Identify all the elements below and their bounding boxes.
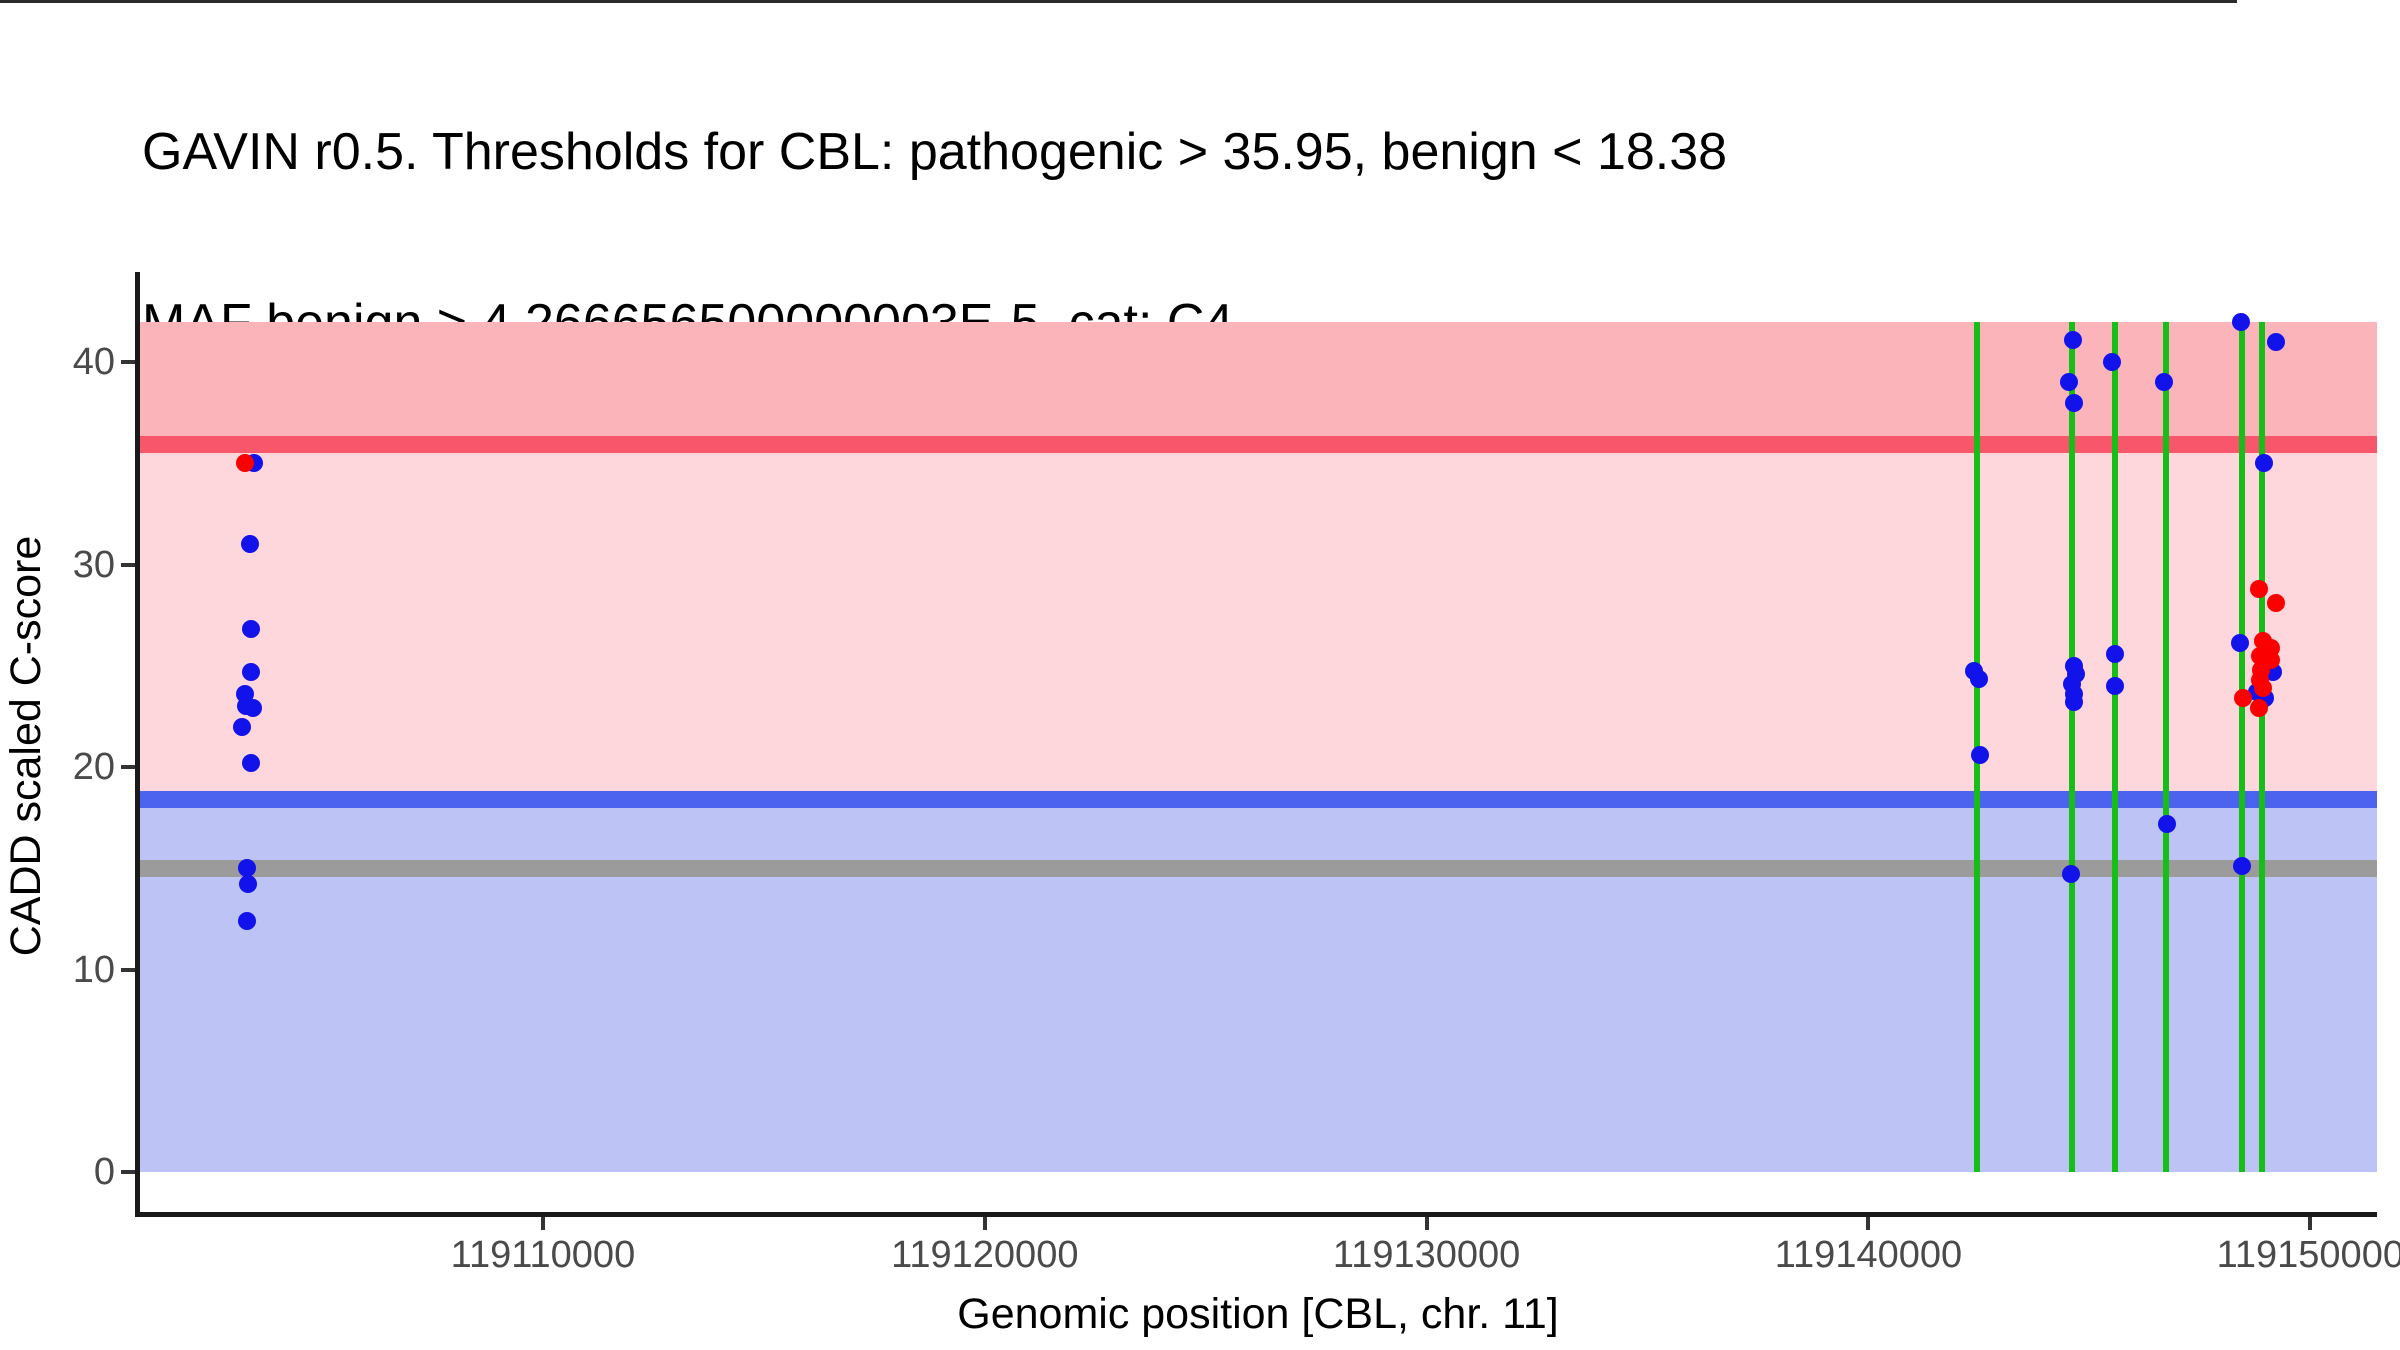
x-axis-title: Genomic position [CBL, chr. 11] bbox=[957, 1290, 1559, 1338]
gnomad-variant-point bbox=[1970, 669, 1989, 688]
gnomad-variant-point bbox=[241, 620, 260, 639]
refseq-exon-line bbox=[2069, 321, 2076, 1172]
clinvar-variant-point bbox=[2250, 579, 2269, 598]
y-axis-tick bbox=[121, 360, 135, 364]
y-tick-label: 10 bbox=[72, 948, 115, 991]
gnomad-variant-point bbox=[2267, 332, 2286, 351]
x-axis-tick bbox=[2308, 1217, 2313, 1230]
clinvar-variant-point bbox=[2250, 699, 2269, 718]
gnomad-variant-point bbox=[2064, 330, 2083, 349]
y-axis-title: CADD scaled C-score bbox=[2, 535, 50, 957]
gnomad-variant-point bbox=[2106, 677, 2125, 695]
gnomad-variant-point bbox=[237, 911, 256, 930]
gnomad-variant-point bbox=[243, 699, 262, 718]
y-tick-label: 0 bbox=[93, 1151, 115, 1193]
y-axis-tick bbox=[121, 967, 135, 972]
gnomad-variant-point bbox=[237, 859, 256, 878]
y-tick-label: 40 bbox=[72, 341, 115, 383]
benign-zone-lower-band bbox=[140, 876, 2377, 1172]
y-axis-tick bbox=[121, 765, 135, 769]
gnomad-variant-point bbox=[2232, 312, 2251, 331]
gnomad-variant-point bbox=[239, 875, 258, 894]
gnomad-variant-point bbox=[2255, 454, 2274, 473]
pathogenic-threshold-line-band bbox=[140, 435, 2377, 453]
refseq-exon-line bbox=[2239, 321, 2246, 1172]
gnomad-variant-point bbox=[1971, 745, 1989, 764]
y-tick-label: 30 bbox=[72, 543, 115, 586]
vous-zone-band bbox=[140, 452, 2377, 792]
x-axis-tick bbox=[1424, 1217, 1429, 1230]
x-tick-label: 119130000 bbox=[1332, 1234, 1521, 1276]
gnomad-variant-point bbox=[2233, 857, 2252, 876]
fallback-threshold-line-band bbox=[140, 859, 2377, 877]
gnomad-variant-point bbox=[2064, 393, 2083, 412]
y-axis-line bbox=[135, 272, 140, 1217]
gnomad-variant-point bbox=[2060, 373, 2079, 392]
y-axis-tick bbox=[121, 562, 135, 567]
gnomad-variant-point bbox=[2062, 865, 2081, 884]
y-tick-label: 20 bbox=[72, 746, 115, 788]
chart-title-line-1: GAVIN r0.5. Thresholds for CBL: pathogen… bbox=[142, 123, 1728, 181]
benign-threshold-line-band bbox=[140, 791, 2377, 809]
pathogenic-zone-band bbox=[140, 321, 2377, 436]
x-axis-tick bbox=[540, 1217, 545, 1230]
gnomad-variant-point bbox=[2065, 693, 2084, 712]
gnomad-variant-point bbox=[2231, 634, 2250, 653]
clinvar-variant-point bbox=[2234, 689, 2253, 708]
refseq-exon-line bbox=[2111, 321, 2118, 1172]
x-tick-label: 119110000 bbox=[450, 1234, 636, 1276]
gnomad-variant-point bbox=[2155, 373, 2174, 392]
clinvar-variant-point bbox=[2253, 679, 2272, 698]
gnomad-variant-point bbox=[2105, 644, 2124, 663]
zero-line bbox=[0, 0, 2237, 3]
x-tick-label: 119120000 bbox=[891, 1234, 1079, 1276]
gnomad-variant-point bbox=[233, 717, 252, 736]
clinvar-variant-point bbox=[2266, 593, 2285, 612]
gnomad-variant-point bbox=[241, 662, 260, 681]
x-tick-label: 119140000 bbox=[1774, 1234, 1963, 1276]
refseq-exon-line bbox=[2258, 321, 2265, 1172]
gnomad-variant-point bbox=[2158, 814, 2177, 833]
gnomad-variant-point bbox=[2103, 353, 2122, 371]
benign-zone-upper-band bbox=[140, 808, 2377, 860]
gnomad-variant-point bbox=[241, 535, 260, 554]
x-axis-line bbox=[135, 1212, 2377, 1217]
x-axis-tick bbox=[1866, 1217, 1871, 1230]
gnomad-variant-point bbox=[241, 753, 260, 772]
refseq-exon-line bbox=[2163, 321, 2170, 1172]
x-tick-label: 119150000 bbox=[2216, 1234, 2400, 1276]
clinvar-variant-point bbox=[235, 454, 254, 473]
x-axis-tick bbox=[982, 1217, 987, 1230]
y-axis-tick bbox=[121, 1170, 135, 1174]
